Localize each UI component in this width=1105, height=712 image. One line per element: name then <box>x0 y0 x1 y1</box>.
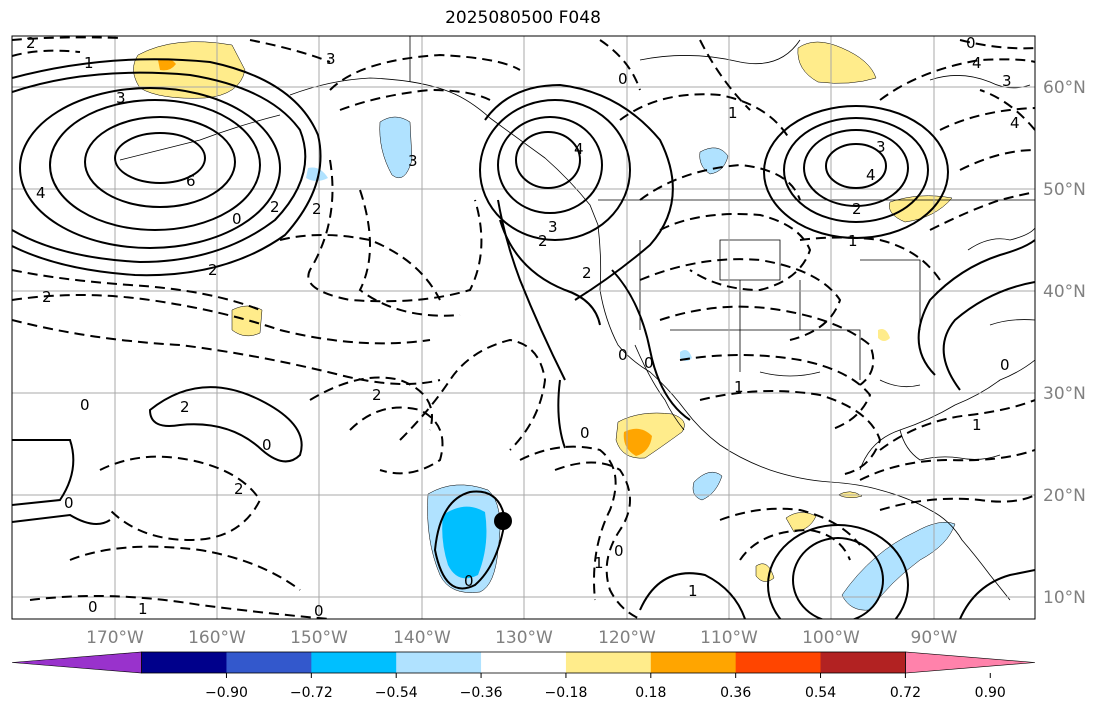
contour-label: 2 <box>26 34 36 52</box>
lon-label: 150°W <box>290 628 348 648</box>
contour-label: 2 <box>312 200 322 218</box>
contour-label: 1 <box>972 416 982 434</box>
contour-label: 3 <box>1002 72 1012 90</box>
contour-label: 4 <box>972 54 982 72</box>
colorbar-tick-label: 0.90 <box>975 685 1006 701</box>
contour-label: 3 <box>116 89 126 107</box>
longitude-labels: 170°W 160°W 150°W 140°W 130°W 120°W 110°… <box>86 628 958 648</box>
colorbar-tick-label: 0.36 <box>720 685 751 701</box>
colorbar-swatch <box>311 652 397 673</box>
contour-label: 1 <box>138 600 148 618</box>
contour-label: 1 <box>734 378 744 396</box>
contour-label: 1 <box>728 104 738 122</box>
colorbar-swatch <box>141 652 227 673</box>
typhoon-center-marker <box>494 512 512 530</box>
lon-label: 170°W <box>86 628 144 648</box>
contour-label: 3 <box>548 218 558 236</box>
lat-label: 40°N <box>1043 282 1086 302</box>
contour-label: 2 <box>270 198 280 216</box>
contour-label: 2 <box>42 288 52 306</box>
colorbar-frame <box>141 651 906 674</box>
contour-label: 2 <box>208 261 218 279</box>
contour-label: 0 <box>64 494 74 512</box>
colorbar-tick-label: −0.90 <box>205 685 248 701</box>
contour-label: 2 <box>852 200 862 218</box>
contour-label: 0 <box>314 602 324 620</box>
contour-label: 1 <box>84 54 94 72</box>
contour-label: 2 <box>582 264 592 282</box>
colorbar-swatch <box>565 652 652 673</box>
contour-label: 0 <box>464 572 474 590</box>
contour-label: 2 <box>538 232 548 250</box>
contour-label: 4 <box>574 140 584 158</box>
contour-label: 3 <box>408 152 418 170</box>
map-plot-area: 2 1 3 3 6 4 0 2 2 3 2 4 3 2 3 1 0 2 4 2 … <box>12 34 1035 620</box>
contour-label: 4 <box>1010 114 1020 132</box>
contour-label: 0 <box>80 396 90 414</box>
colorbar-tick-label: −0.36 <box>460 685 503 701</box>
contour-labels: 2 1 3 3 6 4 0 2 2 3 2 4 3 2 3 1 0 2 4 2 … <box>26 34 1020 620</box>
contour-label: 0 <box>1000 356 1010 374</box>
coastlines <box>119 36 1035 601</box>
colorbar-tick-label: 0.54 <box>805 685 836 701</box>
colorbar-tick-label: −0.18 <box>544 685 587 701</box>
lon-label: 160°W <box>188 628 246 648</box>
colorbar-extend-low <box>11 651 142 674</box>
colorbar-tick-label: −0.54 <box>375 685 418 701</box>
colorbar-swatch <box>481 652 567 673</box>
contour-label: 6 <box>186 172 196 190</box>
lon-label: 100°W <box>802 628 860 648</box>
lat-label: 20°N <box>1043 486 1086 506</box>
contour-label: 4 <box>36 184 46 202</box>
colorbar-swatch <box>226 652 312 673</box>
lat-label: 60°N <box>1043 78 1086 98</box>
contour-label: 3 <box>876 138 886 156</box>
colorbar-tick-label: −0.72 <box>290 685 333 701</box>
lat-label: 10°N <box>1043 588 1086 608</box>
contour-label: 4 <box>866 166 876 184</box>
contour-label: 0 <box>618 70 628 88</box>
contour-label: 1 <box>594 554 604 572</box>
contour-label: 0 <box>232 210 242 228</box>
contour-label: 2 <box>180 398 190 416</box>
latitude-labels: 60°N 50°N 40°N 30°N 20°N 10°N <box>1043 78 1086 608</box>
dashed-contours <box>12 36 1035 619</box>
colorbar-swatch <box>735 652 822 673</box>
colorbar-tick-label: 0.18 <box>635 685 666 701</box>
colorbar-swatch <box>820 652 906 673</box>
colorbar-swatch <box>650 652 737 673</box>
lat-label: 50°N <box>1043 180 1086 200</box>
colorbar-tick-label: 0.72 <box>890 685 921 701</box>
lon-label: 110°W <box>700 628 758 648</box>
map-title: 2025080500 F048 <box>445 8 601 28</box>
solid-contours <box>12 58 1035 619</box>
lon-label: 130°W <box>495 628 553 648</box>
contour-label: 0 <box>644 354 654 372</box>
contour-label: 0 <box>966 34 976 52</box>
colorbar-swatch <box>396 652 482 673</box>
lon-label: 90°W <box>911 628 958 648</box>
map-frame <box>11 35 1036 620</box>
contour-label: 1 <box>848 232 858 250</box>
contour-label: 1 <box>688 582 698 600</box>
lon-label: 120°W <box>598 628 656 648</box>
contour-label: 2 <box>372 386 382 404</box>
lon-label: 140°W <box>393 628 451 648</box>
contour-label: 0 <box>618 346 628 364</box>
contour-label: 2 <box>234 480 244 498</box>
contour-label: 0 <box>580 424 590 442</box>
colorbar: −0.90 −0.72 −0.54 −0.36 −0.18 0.18 0.36 0.54 0.7… <box>11 651 1036 701</box>
colorbar-extend-high <box>905 651 1036 674</box>
contour-label: 0 <box>262 436 272 454</box>
contour-label: 0 <box>614 542 624 560</box>
contour-label: 3 <box>326 50 336 68</box>
lat-label: 30°N <box>1043 384 1086 404</box>
contour-label: 0 <box>88 598 98 616</box>
